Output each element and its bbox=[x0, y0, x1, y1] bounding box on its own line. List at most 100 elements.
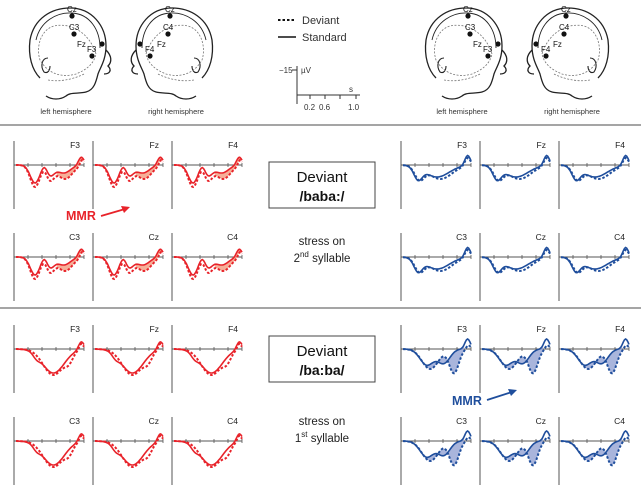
standard-waveform bbox=[402, 246, 472, 274]
electrode-c4-dot bbox=[561, 31, 567, 37]
deviant-waveform bbox=[402, 248, 472, 274]
red-panel-cond2-f4: F4 bbox=[171, 324, 243, 393]
row1-deviant-box bbox=[268, 161, 376, 209]
blue-panel-cond2-f4: F4 bbox=[558, 324, 630, 393]
electrode-fz-label: Fz bbox=[77, 40, 86, 49]
deviant-waveform bbox=[560, 248, 630, 274]
deviant-waveform bbox=[403, 436, 472, 467]
scale-amp-unit: µV bbox=[301, 66, 312, 75]
deviant-waveform bbox=[16, 434, 85, 469]
legend-deviant-label: Deviant bbox=[302, 15, 339, 27]
electrode-fz-dot bbox=[137, 41, 143, 47]
mmr-arrowhead-blue bbox=[508, 389, 517, 396]
row1-stimulus: /baba:/ bbox=[299, 188, 344, 204]
electrode-fz-label: Fz bbox=[473, 40, 482, 49]
line-legend: Deviant Standard bbox=[278, 15, 347, 44]
standard-waveform bbox=[481, 154, 551, 182]
mmr-arrow-blue bbox=[486, 391, 513, 401]
blue-panel-cond1-c3: C3 bbox=[400, 232, 472, 301]
electrode-fz-dot bbox=[533, 41, 539, 47]
channel-label: F4 bbox=[615, 324, 625, 334]
channel-label: Cz bbox=[536, 232, 546, 242]
electrode-c3-label: C3 bbox=[69, 23, 80, 32]
electrode-fz-dot bbox=[495, 41, 501, 47]
standard-waveform bbox=[560, 430, 630, 459]
standard-waveform bbox=[402, 154, 472, 182]
deviant-waveform bbox=[16, 159, 85, 189]
channel-label: F3 bbox=[457, 140, 467, 150]
scale-amp-label: −15 bbox=[279, 66, 293, 75]
blue-panel-cond1-f4: F4 bbox=[558, 140, 630, 209]
red-panel-cond2-fz: Fz bbox=[92, 324, 164, 393]
row2-cond-line2: 1st syllable bbox=[295, 430, 349, 445]
red-panel-cond2-f3: F3 bbox=[13, 324, 85, 393]
row2-condition: Deviant /ba:ba/ stress on 1st syllable bbox=[268, 335, 376, 445]
electrode-fz-dot bbox=[99, 41, 105, 47]
channel-label: Fz bbox=[150, 324, 159, 334]
mmr-label-red: MMR bbox=[66, 209, 96, 223]
red-panel-cond2-c4: C4 bbox=[171, 416, 243, 485]
channel-label: F3 bbox=[70, 324, 80, 334]
electrode-cz-label: Cz bbox=[561, 5, 571, 14]
deviant-waveform bbox=[561, 436, 630, 467]
row1-deviant-title: Deviant bbox=[297, 169, 349, 186]
channel-label: F4 bbox=[228, 324, 238, 334]
standard-waveform bbox=[174, 432, 243, 466]
scale-tick-2: 1.0 bbox=[348, 103, 360, 112]
deviant-waveform bbox=[561, 344, 630, 375]
row2-stimulus: /ba:ba/ bbox=[299, 362, 344, 378]
channel-label: C3 bbox=[69, 416, 80, 426]
channel-label: Fz bbox=[537, 140, 546, 150]
electrode-fz-label: Fz bbox=[157, 40, 166, 49]
standard-waveform bbox=[402, 338, 472, 367]
deviant-waveform bbox=[560, 156, 630, 182]
row2-deviant-title: Deviant bbox=[297, 343, 349, 360]
channel-label: C3 bbox=[456, 232, 467, 242]
channel-label: C3 bbox=[456, 416, 467, 426]
electrode-f4-dot bbox=[147, 53, 153, 59]
mmr-annotation-red: MMR bbox=[66, 206, 130, 223]
channel-label: C4 bbox=[614, 416, 625, 426]
electrode-f3-label: F3 bbox=[483, 45, 493, 54]
deviant-waveform bbox=[95, 342, 164, 377]
channel-label: Cz bbox=[536, 416, 546, 426]
row2-deviant-box bbox=[268, 335, 376, 383]
mmr-arrowhead-red bbox=[121, 206, 130, 213]
electrode-cz-label: Cz bbox=[463, 5, 473, 14]
standard-waveform bbox=[560, 154, 630, 182]
blue-panel-cond2-c3: C3 bbox=[400, 416, 472, 485]
blue-panel-cond2-fz: Fz bbox=[479, 324, 551, 393]
electrode-cz-dot bbox=[465, 13, 471, 19]
electrode-cz-dot bbox=[167, 13, 173, 19]
electrode-fz-label: Fz bbox=[553, 40, 562, 49]
electrode-f4-dot bbox=[543, 53, 549, 59]
standard-waveform bbox=[481, 246, 551, 274]
deviant-waveform bbox=[402, 156, 472, 182]
channel-label: C4 bbox=[227, 416, 238, 426]
blue-panel-cond2-f3: F3 bbox=[400, 324, 472, 393]
standard-waveform bbox=[560, 246, 630, 274]
channel-label: Fz bbox=[150, 140, 159, 150]
row1-cond-line1: stress on bbox=[299, 236, 346, 248]
red-panel-cond2-c3: C3 bbox=[13, 416, 85, 485]
electrode-c3-dot bbox=[71, 31, 77, 37]
deviant-waveform bbox=[482, 436, 551, 467]
row1-condition: Deviant /baba:/ stress on 2nd syllable bbox=[268, 161, 376, 265]
head-left-2-caption: left hemisphere bbox=[436, 107, 487, 116]
electrode-f3-dot bbox=[485, 53, 491, 59]
head-right-2-caption: right hemisphere bbox=[544, 107, 600, 116]
deviant-waveform bbox=[174, 251, 243, 281]
deviant-waveform bbox=[174, 159, 243, 189]
electrode-f4-label: F4 bbox=[145, 45, 155, 54]
head-right-1-caption: right hemisphere bbox=[148, 107, 204, 116]
blue-panel-cond1-cz: Cz bbox=[479, 232, 551, 301]
blue-panel-cond1-c4: C4 bbox=[558, 232, 630, 301]
scale-tick-0: 0.2 bbox=[304, 103, 316, 112]
standard-waveform bbox=[16, 432, 85, 466]
legend-standard-label: Standard bbox=[302, 32, 347, 44]
deviant-waveform bbox=[403, 344, 472, 375]
